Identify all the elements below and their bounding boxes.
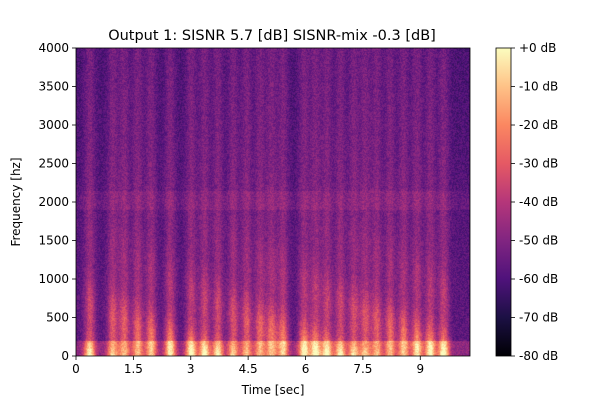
x-axis-label: Time [sec] bbox=[241, 383, 305, 397]
colorbar-tick-label: -70 dB bbox=[519, 311, 558, 325]
colorbar-tick-label: -50 dB bbox=[519, 234, 558, 248]
x-tick-label: 3 bbox=[187, 362, 195, 376]
x-tick-label: 1.5 bbox=[124, 362, 143, 376]
colorbar-tick-label: -20 dB bbox=[519, 118, 558, 132]
y-tick-label: 2500 bbox=[38, 157, 69, 171]
y-axis: 0 500 1000 1500 2000 2500 3000 3500 4000 bbox=[38, 41, 76, 363]
colorbar-tick-label: +0 dB bbox=[519, 41, 556, 55]
colorbar-tick-label: -10 dB bbox=[519, 80, 558, 94]
colorbar: +0 dB -10 dB -20 dB -30 dB -40 dB -50 dB -60 d… bbox=[495, 41, 558, 363]
colorbar-tick-label: -40 dB bbox=[519, 195, 558, 209]
y-tick-label: 1000 bbox=[38, 272, 69, 286]
chart-title: Output 1: SISNR 5.7 [dB] SISNR-mix -0.3 … bbox=[108, 28, 436, 44]
y-tick-label: 1500 bbox=[38, 234, 69, 248]
y-tick-label: 500 bbox=[46, 311, 69, 325]
y-tick-label: 3000 bbox=[38, 118, 69, 132]
x-tick-label: 7.5 bbox=[353, 362, 372, 376]
y-tick-label: 3500 bbox=[38, 80, 69, 94]
y-tick-label: 4000 bbox=[38, 41, 69, 55]
spectrogram-plot-area bbox=[76, 48, 470, 356]
y-tick-label: 0 bbox=[61, 349, 69, 363]
colorbar-tick-label: -30 dB bbox=[519, 157, 558, 171]
y-axis-label: Frequency [hz] bbox=[9, 157, 23, 246]
y-tick-label: 2000 bbox=[38, 195, 69, 209]
x-tick-label: 6 bbox=[302, 362, 310, 376]
x-tick-label: 9 bbox=[416, 362, 424, 376]
colorbar-tick-label: -60 dB bbox=[519, 272, 558, 286]
x-tick-label: 0 bbox=[72, 362, 80, 376]
colorbar-gradient bbox=[496, 48, 511, 356]
spectrogram-image bbox=[76, 48, 470, 356]
colorbar-tick-label: -80 dB bbox=[519, 349, 558, 363]
x-axis: 0 1.5 3 4.5 6 7.5 9 bbox=[72, 356, 424, 376]
x-tick-label: 4.5 bbox=[239, 362, 258, 376]
